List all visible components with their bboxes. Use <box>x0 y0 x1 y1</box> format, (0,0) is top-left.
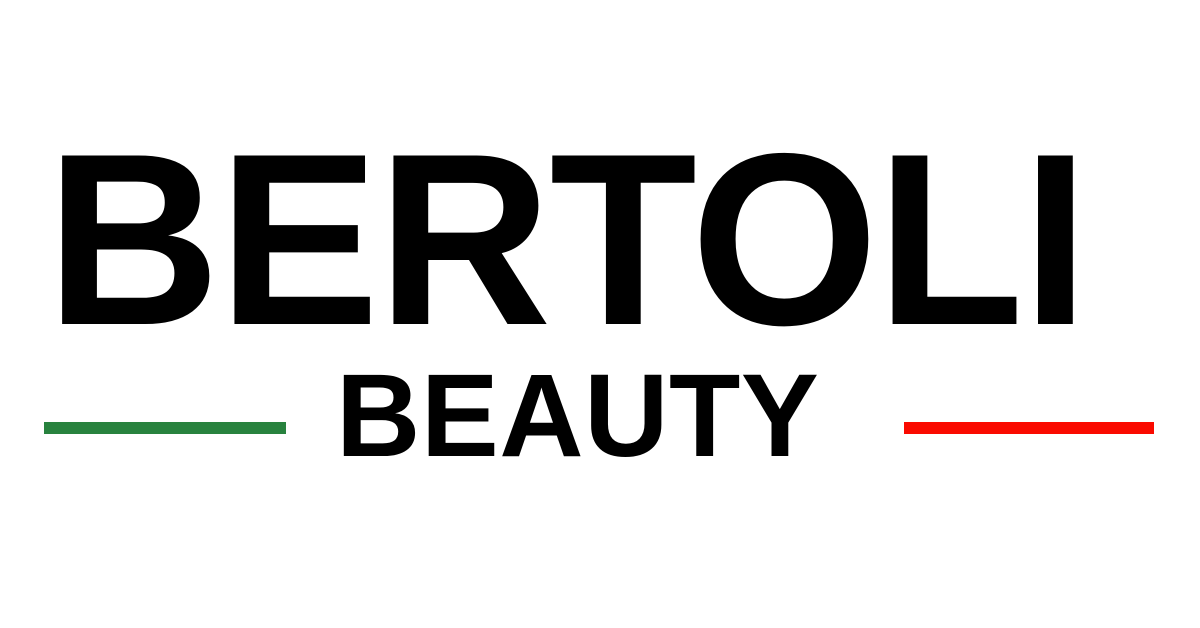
red-rule <box>904 422 1154 434</box>
brand-name-secondary: BEAUTY <box>336 350 820 482</box>
brand-name-primary: BERTOLI <box>46 102 1089 376</box>
green-rule <box>44 422 286 434</box>
